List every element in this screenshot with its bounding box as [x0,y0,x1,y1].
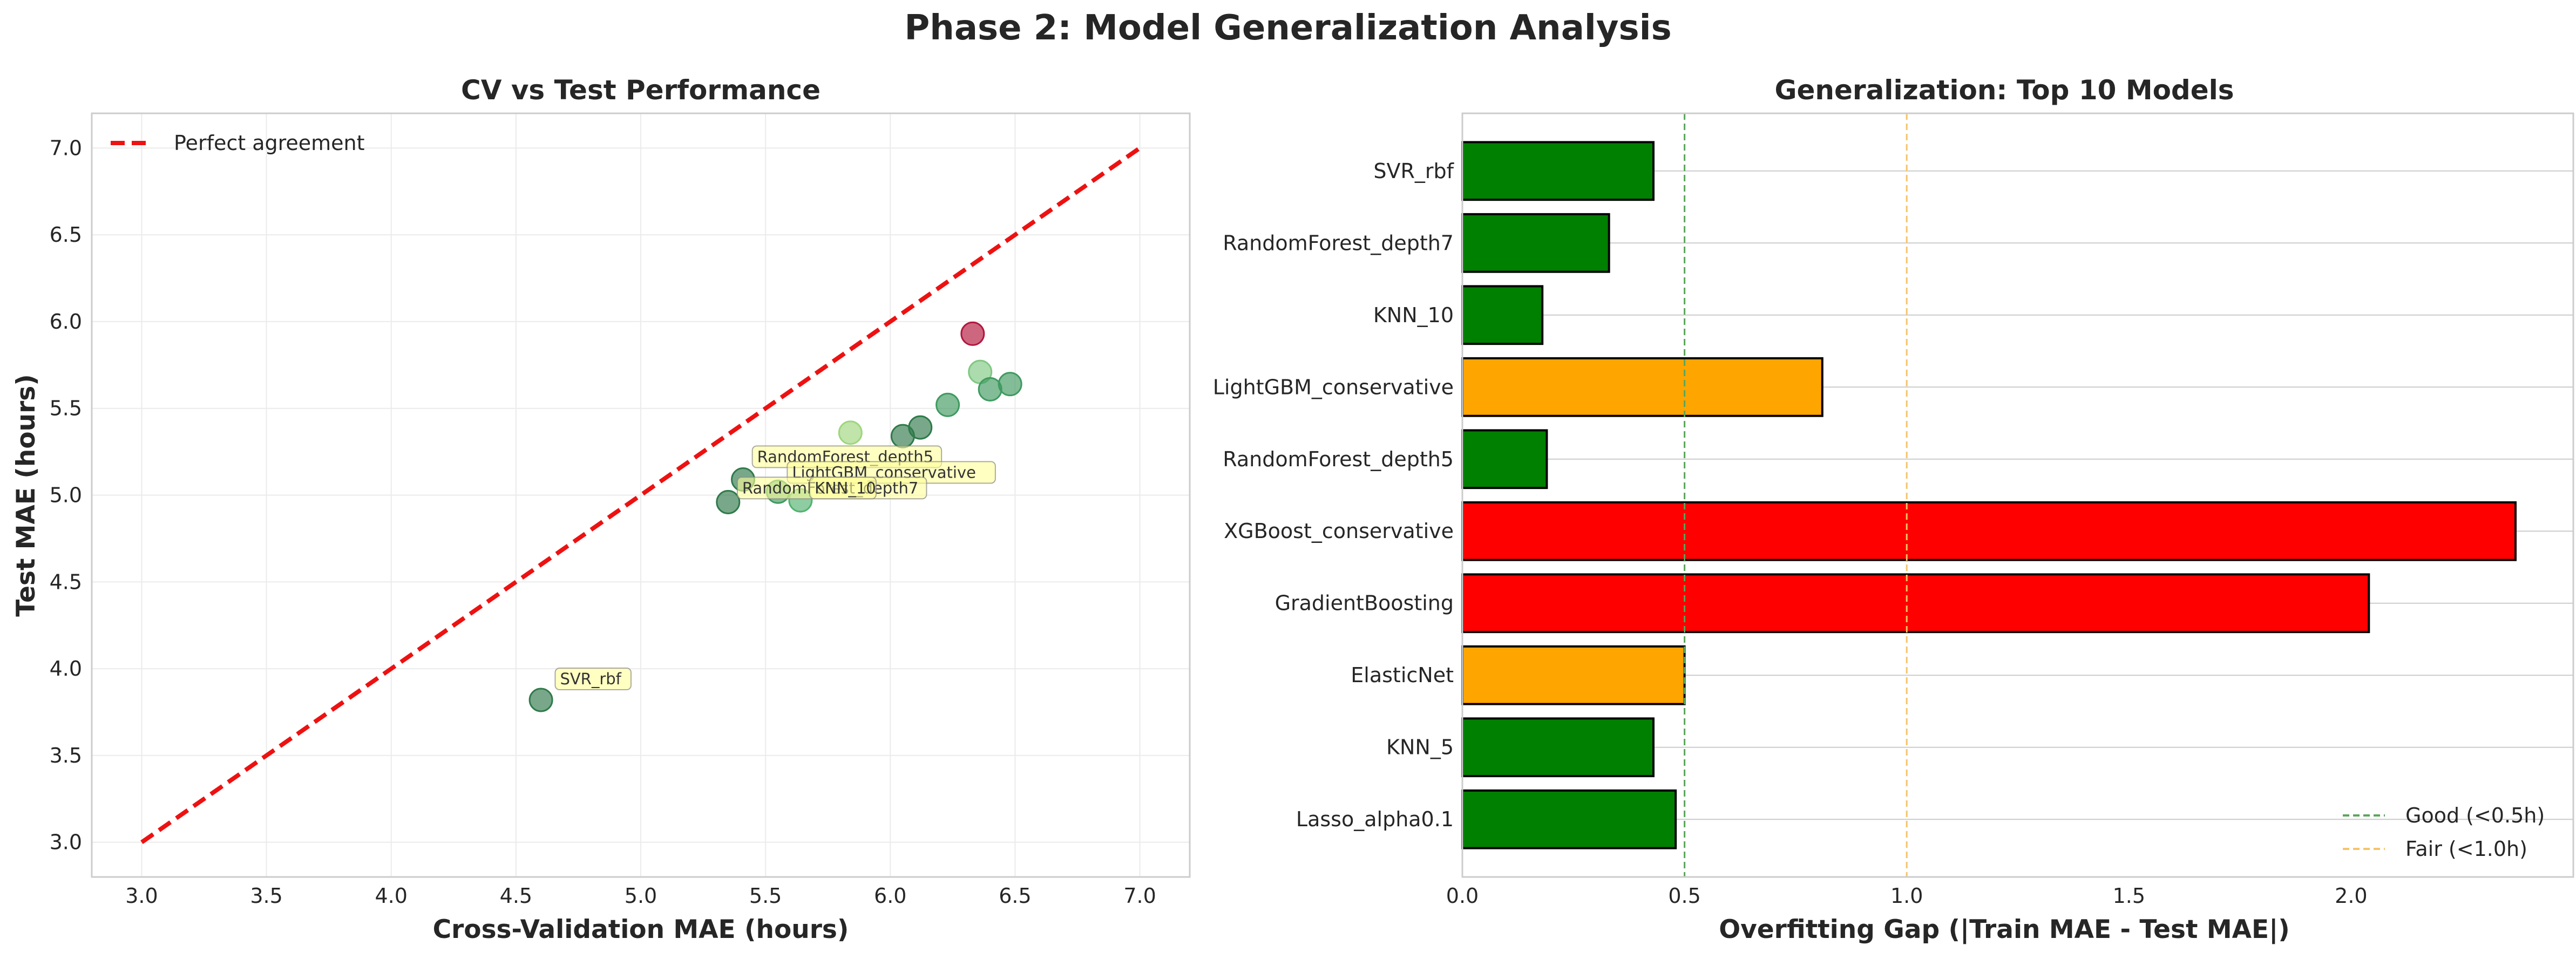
scatter-annotations: SVR_rbfRandomForest_depth5LightGBM_conse… [554,445,996,691]
scatter-x-ticks: 3.0 3.5 4.0 4.5 5.0 5.5 6.0 6.5 7.0 [125,884,1156,908]
scatter-x-tick-label: 3.5 [250,884,282,908]
scatter-x-tick-label: 5.0 [625,884,657,908]
bar-x-tick-label: 0.0 [1446,884,1479,908]
bar-category-label: RandomForest_depth5 [1223,447,1454,471]
scatter-x-tick-label: 7.0 [1123,884,1156,908]
scatter-point [936,392,960,417]
scatter-frame [91,112,1191,878]
scatter-x-tick-label: 3.0 [125,884,158,908]
annotation-box [809,477,877,500]
bar-category-label: RandomForest_depth7 [1223,231,1454,255]
scatter-point [716,489,741,514]
perfect-agreement-line [140,146,1141,844]
bar [1461,357,1823,417]
bar-category-label: KNN_5 [1386,736,1454,759]
scatter-y-tick-label: 7.0 [50,136,82,160]
annotation-box [554,668,632,691]
bar [1461,501,2517,561]
scatter-point [998,372,1022,397]
bar-x-axis-label: Overfitting Gap (|Train MAE - Test MAE|) [1719,915,2290,944]
scatter-y-tick-label: 4.0 [50,657,82,681]
bar-legend: Good (<0.5h) Fair (<1.0h) [2343,804,2545,861]
bar-category-labels: Lasso_alpha0.1 KNN_5 ElasticNet GradientBoo… [1213,159,1455,831]
bar [1461,645,1686,705]
bar-category-label: KNN_10 [1373,303,1454,327]
legend-label-perfect-agreement: Perfect agreement [174,131,365,155]
scatter-x-axis-label: Cross-Validation MAE (hours) [433,915,849,944]
bar-title: Generalization: Top 10 Models [1774,74,2234,106]
scatter-legend: Perfect agreement [111,131,365,155]
scatter-gridlines [92,113,1190,877]
bar-category-label: SVR_rbf [1373,159,1454,183]
scatter-x-tick-label: 6.0 [874,884,906,908]
bar-x-tick-label: 2.0 [2335,884,2367,908]
scatter-annotation: KNN_10 [809,477,877,500]
scatter-y-tick-label: 3.5 [50,744,82,767]
legend-label-fair: Fair (<1.0h) [2405,837,2527,861]
scatter-point [528,688,553,712]
scatter-y-tick-label: 6.5 [50,223,82,247]
scatter-point [838,420,863,445]
scatter-x-tick-label: 6.5 [999,884,1031,908]
scatter-points [528,321,1022,712]
annotation-label: SVR_rbf [560,670,621,688]
scatter-x-tick-label: 4.5 [500,884,532,908]
scatter-title: CV vs Test Performance [461,74,821,106]
bar-x-ticks: 0.0 0.5 1.0 1.5 2.0 [1446,884,2368,908]
bar [1461,789,1677,849]
bar [1461,285,1544,345]
bar-marks [1461,141,2517,849]
scatter-point [960,321,985,346]
scatter-y-tick-label: 4.5 [50,570,82,594]
bar-category-label: ElasticNet [1351,663,1454,687]
scatter-x-tick-label: 4.0 [375,884,408,908]
legend-label-good: Good (<0.5h) [2405,804,2545,827]
bar [1461,429,1548,489]
bar-x-tick-label: 1.0 [1890,884,1923,908]
scatter-y-tick-label: 5.0 [50,484,82,507]
bar-chart: Generalization: Top 10 Models 0.0 0.5 1.0 1… [1213,74,2574,944]
scatter-y-axis-label: Test MAE (hours) [11,374,41,616]
bar [1461,141,1655,201]
scatter-y-tick-label: 6.0 [50,310,82,334]
scatter-y-tick-label: 5.5 [50,397,82,420]
bar-category-label: GradientBoosting [1275,591,1454,615]
threshold-lines [1684,113,1908,877]
scatter-chart: CV vs Test Performance 3.0 3.5 4.0 4.5 5.0 5.… [11,74,1191,944]
figure-suptitle: Phase 2: Model Generalization Analysis [904,8,1671,48]
bar-category-label: Lasso_alpha0.1 [1296,807,1454,831]
bar [1461,573,2370,634]
bar [1461,717,1655,778]
bar-x-tick-label: 0.5 [1668,884,1700,908]
bar [1461,213,1610,273]
scatter-y-tick-label: 3.0 [50,831,82,854]
bar-x-tick-label: 1.5 [2113,884,2145,908]
bar-category-label: XGBoost_conservative [1224,519,1454,543]
bar-category-label: LightGBM_conservative [1213,375,1454,399]
annotation-label: KNN_10 [815,479,876,497]
scatter-point [978,377,1002,402]
scatter-point [908,415,933,440]
bar-frame [1461,112,2574,878]
scatter-y-ticks: 3.0 3.5 4.0 4.5 5.0 5.5 6.0 6.5 7.0 [50,136,82,854]
scatter-annotation: SVR_rbf [554,668,632,691]
scatter-x-tick-label: 5.5 [749,884,782,908]
